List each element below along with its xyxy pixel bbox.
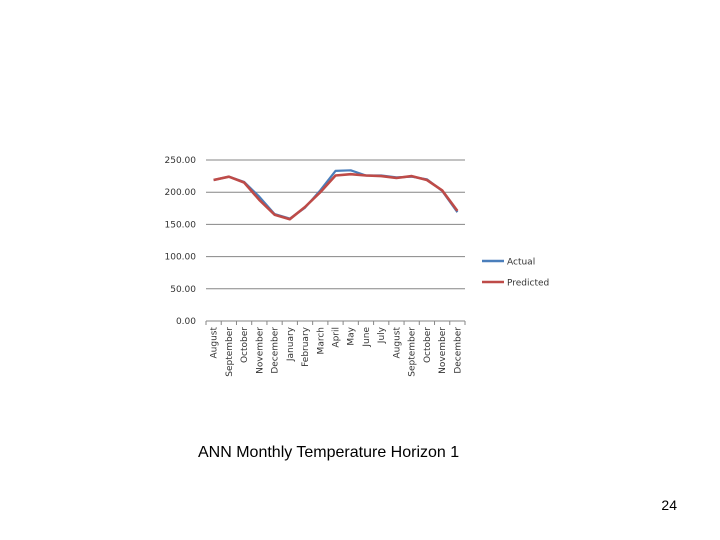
y-axis-ticks: 0.00 50.00 100.00 150.00 200.00 250.00 (165, 156, 197, 327)
x-tick-label: May (347, 326, 357, 345)
x-tick-label: July (377, 326, 387, 344)
x-tick-label: March (316, 327, 326, 354)
series-lines (213, 169, 459, 221)
x-tick-label: December (453, 327, 463, 374)
x-tick-label: September (408, 327, 418, 377)
x-tick-label: February (301, 326, 311, 367)
x-tick-label: December (271, 327, 281, 374)
x-tick-label: January (286, 326, 296, 362)
x-tick-label: September (225, 327, 235, 377)
x-tick-label: November (438, 327, 448, 374)
y-tick-label: 200.00 (165, 188, 197, 198)
x-tick-label: August (210, 327, 220, 359)
x-tick-label: November (255, 327, 265, 374)
x-tick-label: April (332, 327, 342, 348)
y-tick-label: 100.00 (165, 253, 197, 263)
x-axis-tick-marks (205, 321, 466, 325)
y-tick-label: 250.00 (165, 156, 197, 166)
x-tick-label: October (423, 327, 433, 363)
chart-caption: ANN Monthly Temperature Horizon 1 (198, 444, 460, 461)
x-axis-ticks: August September October November December Ja… (210, 326, 464, 376)
legend-label: Predicted (507, 279, 549, 289)
x-tick-label: August (392, 327, 402, 359)
x-tick-label: June (362, 327, 372, 348)
legend: Actual Predicted (482, 258, 549, 289)
y-tick-label: 50.00 (170, 285, 196, 295)
gridlines (206, 159, 465, 290)
legend-label: Actual (507, 258, 535, 268)
page-number: 24 (661, 497, 677, 513)
series-line-predicted (213, 172, 459, 221)
x-tick-label: October (240, 327, 250, 363)
y-tick-label: 150.00 (165, 220, 197, 230)
y-tick-label: 0.00 (176, 317, 196, 327)
